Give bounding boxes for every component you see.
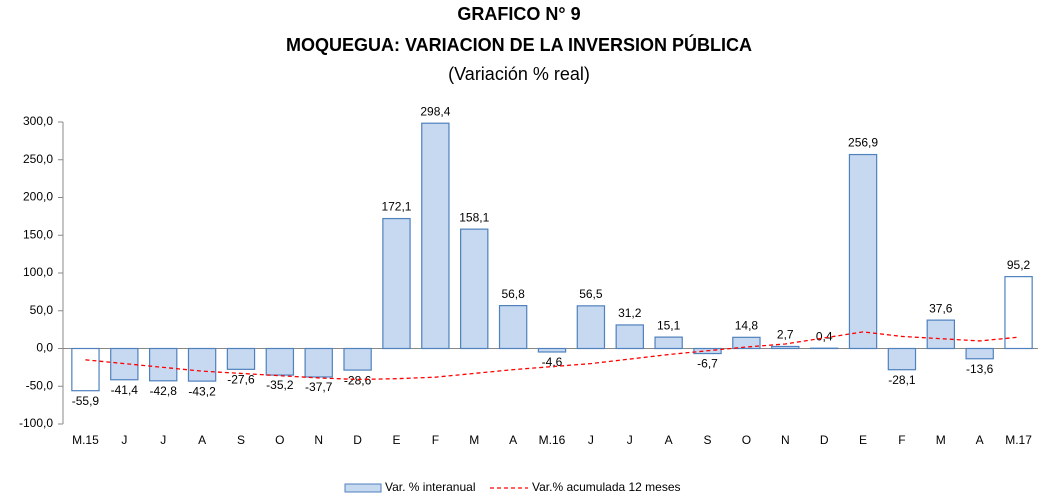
data-label: 56,8 [501,287,525,301]
bar [187,347,217,382]
y-tick-label: 0,0 [36,341,53,355]
x-tick-label: O [742,433,751,447]
data-label: 95,2 [1007,258,1031,272]
chart-subtitle: MOQUEGUA: VARIACION DE LA INVERSION PÚBL… [286,34,752,55]
bar [537,347,567,353]
data-label: 172,1 [381,200,411,214]
bar [887,347,917,371]
legend-swatch [344,483,382,493]
bar [926,319,956,350]
y-tick-label: 250,0 [23,152,53,166]
x-tick-label: M.16 [539,433,566,447]
data-label: 31,2 [618,306,642,320]
data-label: -43,2 [188,384,216,398]
data-label: -55,9 [72,394,100,408]
x-tick-label: M [936,433,946,447]
bar [732,336,761,350]
chart-note: (Variación % real) [448,64,590,84]
legend-label: Var.% acumulada 12 meses [532,480,681,494]
chart-title: GRAFICO N° 9 [457,4,580,24]
x-tick-label: D [353,433,362,447]
bar [460,228,489,350]
x-tick-label: A [976,433,984,447]
y-tick-label: -100,0 [19,416,53,430]
data-label: 0,4 [816,329,833,343]
x-tick-label: J [121,433,127,447]
data-label: -6,7 [697,357,718,371]
bar [576,305,606,350]
data-label: -42,8 [150,384,178,398]
x-tick-label: J [160,433,166,447]
data-label: 256,9 [848,136,878,150]
data-label: -37,7 [305,380,333,394]
bar [110,347,139,381]
x-tick-label: D [820,433,829,447]
bar [498,305,528,350]
bar [848,153,878,350]
data-label: 15,1 [657,318,681,332]
bar [304,347,333,378]
bar [343,347,372,371]
x-tick-label: S [237,433,245,447]
x-tick-label: A [509,433,517,447]
y-tick-label: 200,0 [23,190,53,204]
bar [654,336,683,350]
bar [421,122,450,350]
x-tick-label: M.17 [1005,433,1032,447]
x-tick-label: J [627,433,633,447]
x-tick-label: J [588,433,594,447]
bar [615,324,644,350]
bar [265,347,295,376]
x-tick-label: N [781,433,790,447]
data-label: -28,6 [344,373,372,387]
x-tick-label: S [704,433,712,447]
data-label: 37,6 [929,301,953,315]
bar [226,347,256,370]
line [85,331,1019,381]
x-tick-label: O [275,433,284,447]
bar [382,217,411,350]
x-tick-label: A [198,433,206,447]
x-tick-label: E [392,433,400,447]
x-tick-label: E [859,433,867,447]
bar [965,347,994,360]
x-tick-label: F [432,433,439,447]
bar [771,345,800,350]
bar [148,347,178,382]
x-tick-label: M.15 [72,433,99,447]
data-label: -28,1 [888,373,916,387]
bar [71,347,100,392]
data-label: -4,6 [542,355,563,369]
y-tick-label: 50,0 [30,303,54,317]
x-tick-label: N [314,433,323,447]
data-label: 56,5 [579,287,603,301]
data-label: -35,2 [266,378,294,392]
data-label: -41,4 [111,383,139,397]
bar [1004,276,1033,350]
y-tick-label: 150,0 [23,227,53,241]
data-label: -13,6 [966,362,994,376]
data-label: 2,7 [777,328,794,342]
y-tick-label: -50,0 [26,378,54,392]
x-tick-label: M [469,433,479,447]
data-label: 14,8 [735,318,759,332]
x-tick-label: A [665,433,673,447]
data-label: 298,4 [420,104,450,118]
y-tick-label: 100,0 [23,265,53,279]
y-tick-label: 300,0 [23,114,53,128]
data-label: -27,6 [227,373,255,387]
legend-label: Var. % interanual [385,480,476,494]
data-label: 158,1 [459,210,489,224]
x-tick-label: F [898,433,905,447]
